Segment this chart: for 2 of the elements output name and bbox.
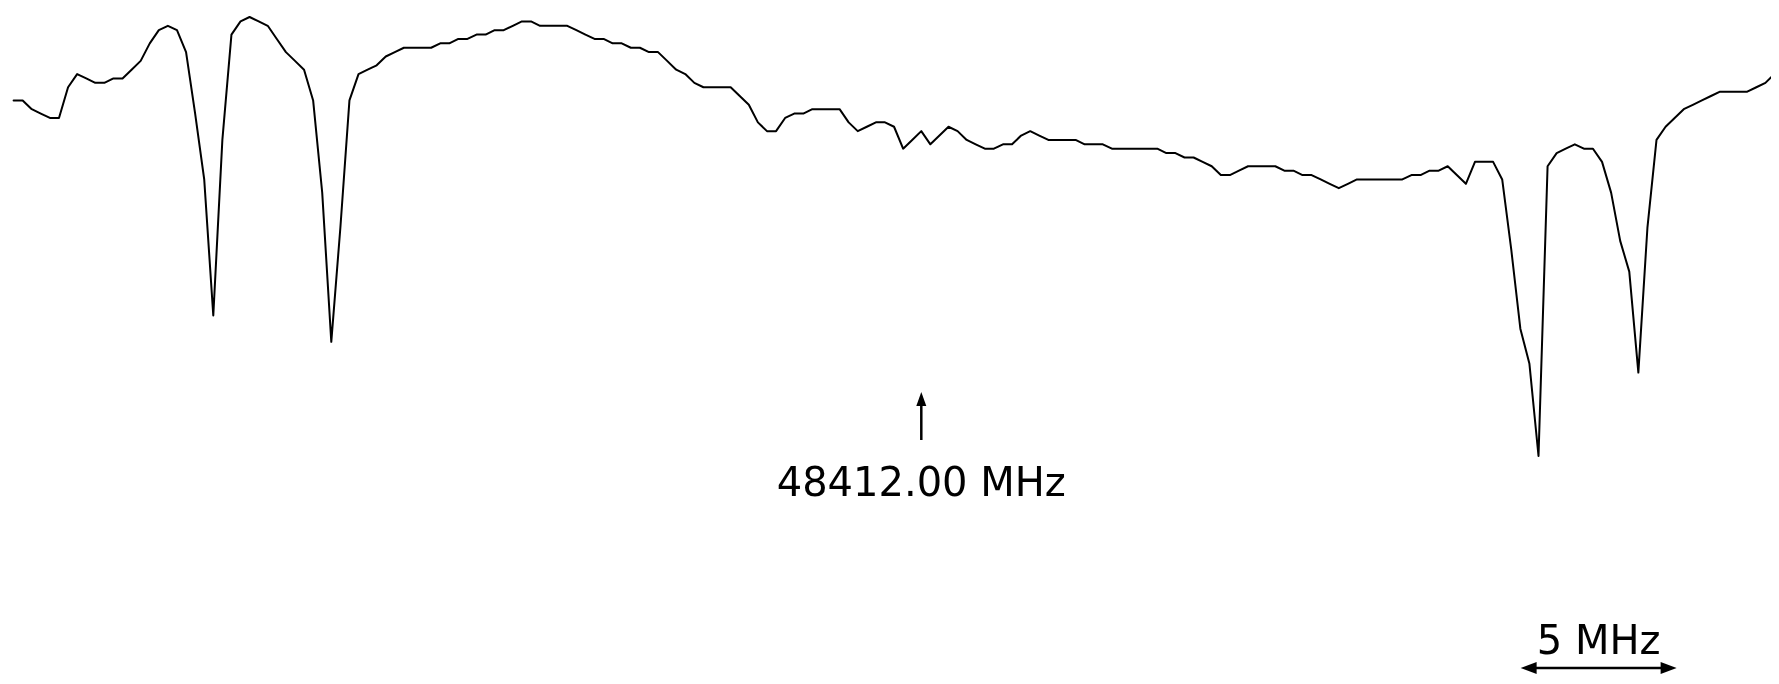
text: 5 MHz — [1536, 617, 1661, 663]
text: 48412.00 MHz — [776, 459, 1066, 505]
